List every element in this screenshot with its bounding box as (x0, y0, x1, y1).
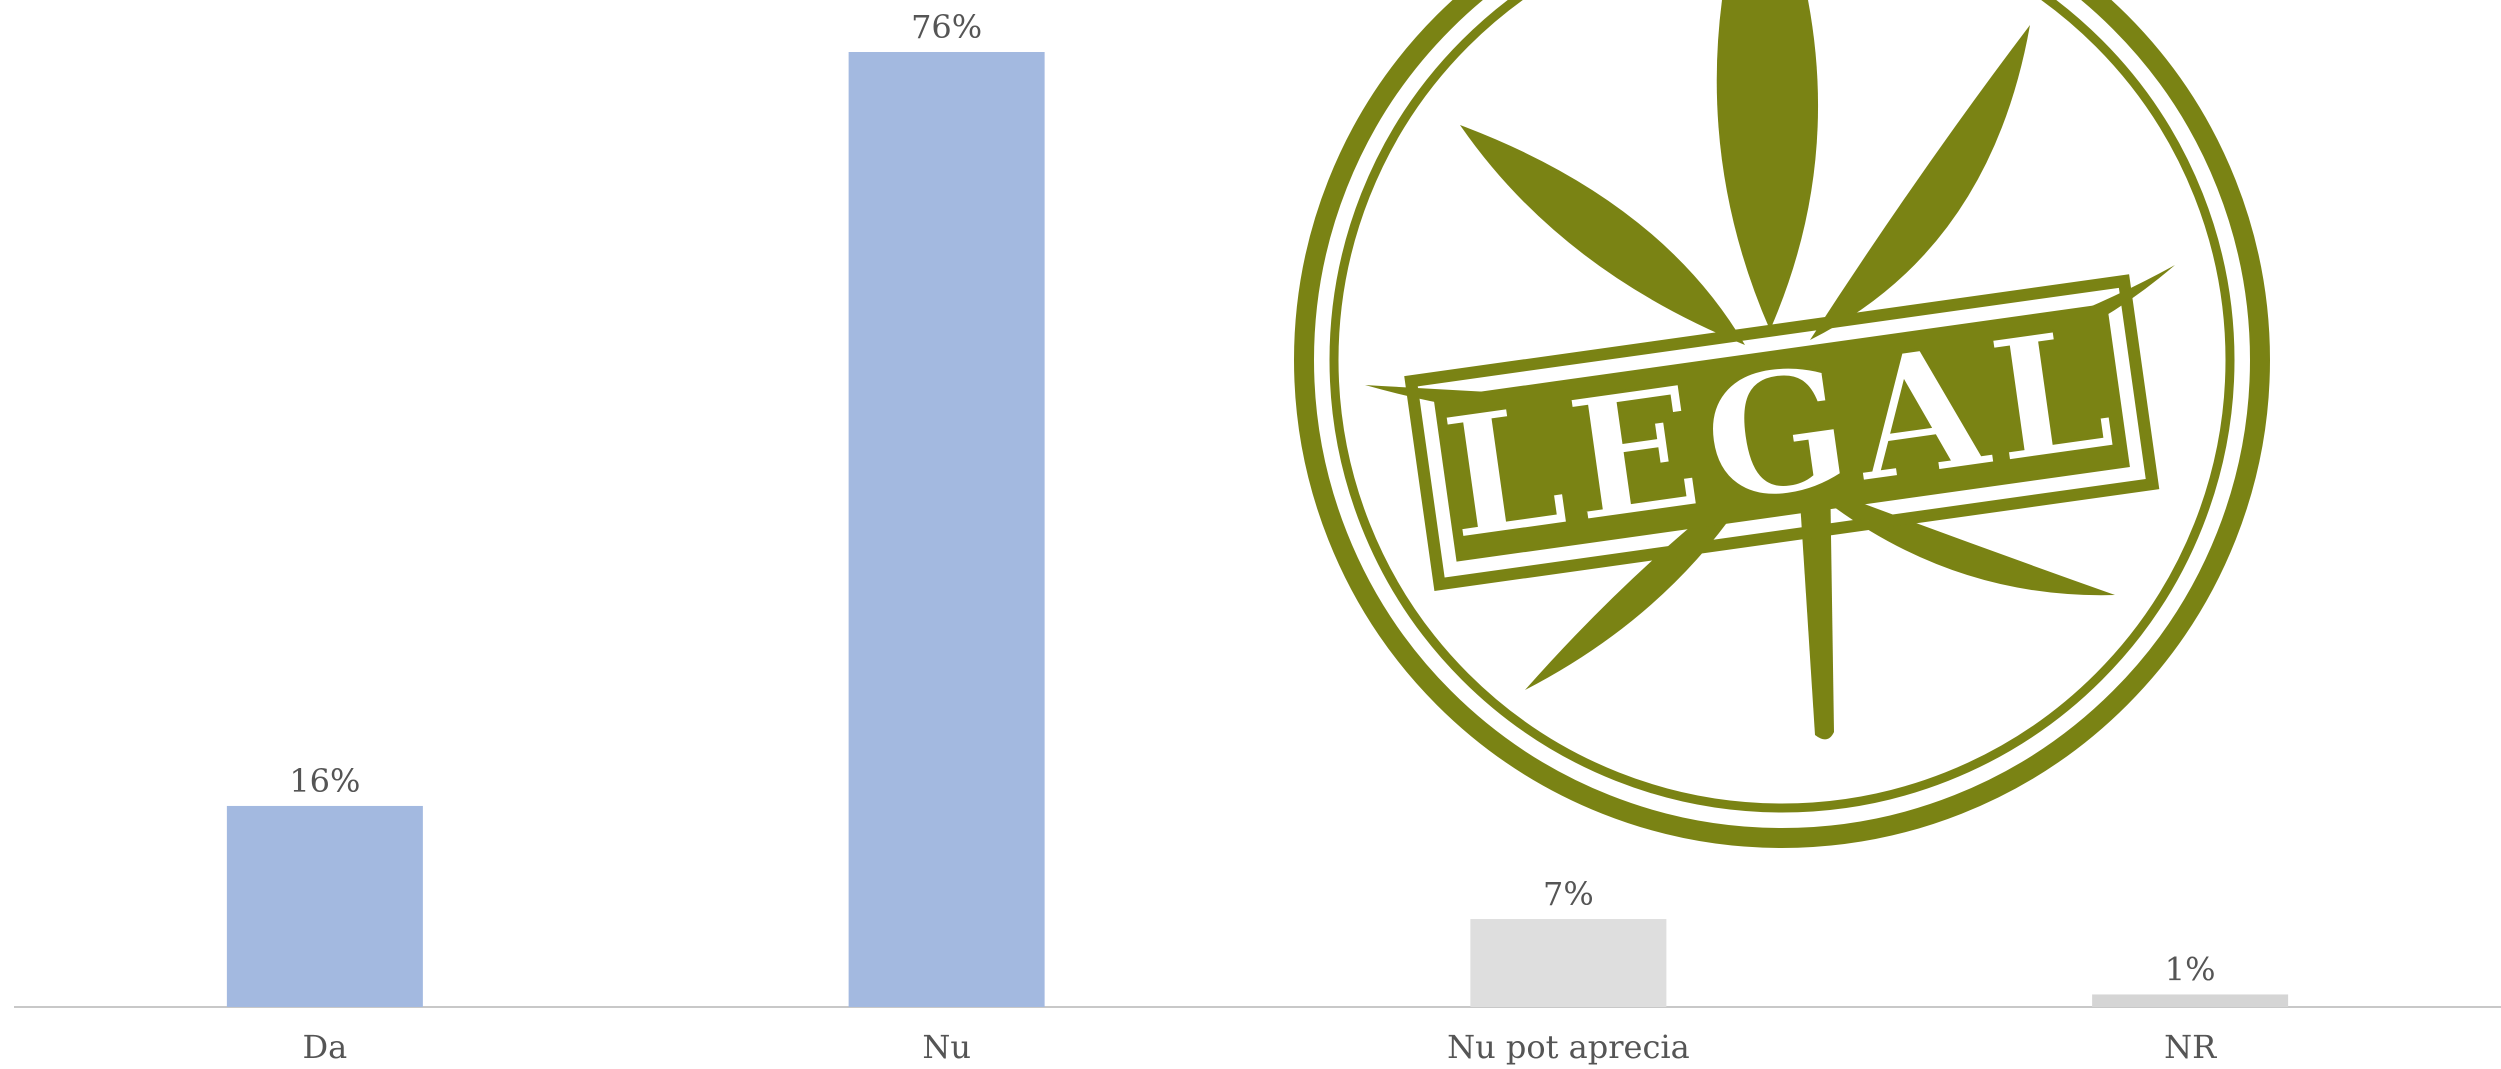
value-labels-group: 16% 76% 7% 1% (289, 8, 2215, 988)
stamp-banner-inner (1433, 303, 2130, 562)
stamp-outer-ring (1294, 0, 2270, 848)
category-label-3: NR (2164, 1028, 2217, 1065)
bars-group (226, 52, 2289, 1007)
value-label-2: 7% (1543, 875, 1594, 913)
legal-stamp-logo: LEGAL (1294, 0, 2270, 848)
category-label-0: Da (303, 1028, 348, 1065)
category-labels-group: Da Nu Nu pot aprecia NR (303, 1028, 2218, 1066)
category-label-2: Nu pot aprecia (1447, 1028, 1690, 1065)
value-label-1: 76% (911, 8, 982, 46)
bar-1 (848, 52, 1045, 1007)
stamp-inner-ring (1329, 0, 2235, 813)
value-label-0: 16% (289, 762, 360, 800)
stamp-banner-outer (1404, 274, 2160, 592)
category-label-1: Nu (922, 1028, 971, 1065)
stamp-banner: LEGAL (1404, 274, 2160, 592)
bar-3 (2092, 994, 2289, 1007)
value-label-3: 1% (2165, 950, 2216, 988)
bar-2 (1470, 919, 1667, 1007)
bar-0 (226, 805, 423, 1007)
